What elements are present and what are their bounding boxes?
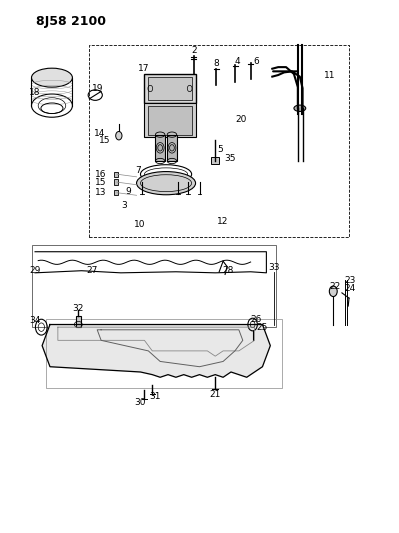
- Text: 6: 6: [253, 58, 259, 66]
- Bar: [148, 106, 192, 135]
- Text: 8J58 2100: 8J58 2100: [36, 15, 106, 28]
- Bar: [114, 180, 118, 185]
- Text: 10: 10: [134, 220, 146, 229]
- Text: 28: 28: [222, 265, 233, 274]
- Text: 32: 32: [73, 304, 84, 313]
- Text: 21: 21: [209, 390, 221, 399]
- Text: 15: 15: [95, 177, 106, 187]
- Bar: [46, 319, 282, 388]
- Text: 14: 14: [93, 129, 105, 138]
- Bar: [211, 157, 219, 164]
- Text: 17: 17: [138, 63, 149, 72]
- Bar: [32, 245, 276, 327]
- Circle shape: [329, 286, 337, 296]
- Text: 35: 35: [225, 154, 236, 163]
- Text: 8: 8: [213, 60, 219, 68]
- Bar: [75, 316, 81, 327]
- Text: 33: 33: [269, 263, 280, 272]
- Text: 13: 13: [95, 188, 106, 197]
- Text: 31: 31: [150, 392, 161, 401]
- Ellipse shape: [136, 172, 196, 195]
- Bar: [114, 172, 118, 177]
- Circle shape: [170, 144, 174, 151]
- Text: 22: 22: [330, 281, 341, 290]
- Bar: [156, 135, 165, 161]
- Text: 4: 4: [235, 58, 241, 66]
- Text: 26: 26: [250, 315, 261, 324]
- Bar: [144, 103, 196, 138]
- Bar: [144, 74, 196, 103]
- Text: 12: 12: [217, 217, 228, 226]
- Text: 7: 7: [136, 166, 141, 175]
- Text: 23: 23: [344, 276, 356, 285]
- Text: 29: 29: [30, 266, 41, 275]
- Text: 30: 30: [135, 398, 146, 407]
- Ellipse shape: [32, 68, 72, 87]
- Text: 19: 19: [91, 84, 103, 93]
- Text: 18: 18: [29, 88, 41, 97]
- Text: 34: 34: [30, 316, 41, 325]
- Text: 16: 16: [95, 169, 106, 179]
- Bar: [114, 190, 118, 195]
- Text: 11: 11: [324, 71, 335, 80]
- Text: 20: 20: [235, 115, 247, 124]
- Bar: [148, 77, 192, 100]
- Ellipse shape: [294, 105, 306, 111]
- Text: 3: 3: [121, 201, 127, 211]
- Text: 5: 5: [217, 145, 223, 154]
- Bar: [167, 135, 177, 161]
- Circle shape: [158, 144, 162, 151]
- Polygon shape: [42, 325, 270, 377]
- Text: 25: 25: [256, 322, 267, 332]
- Text: 27: 27: [87, 265, 98, 274]
- Text: 2: 2: [192, 46, 197, 55]
- Circle shape: [116, 132, 122, 140]
- Text: 24: 24: [344, 284, 356, 293]
- Text: 15: 15: [99, 136, 110, 146]
- Text: 9: 9: [126, 187, 132, 196]
